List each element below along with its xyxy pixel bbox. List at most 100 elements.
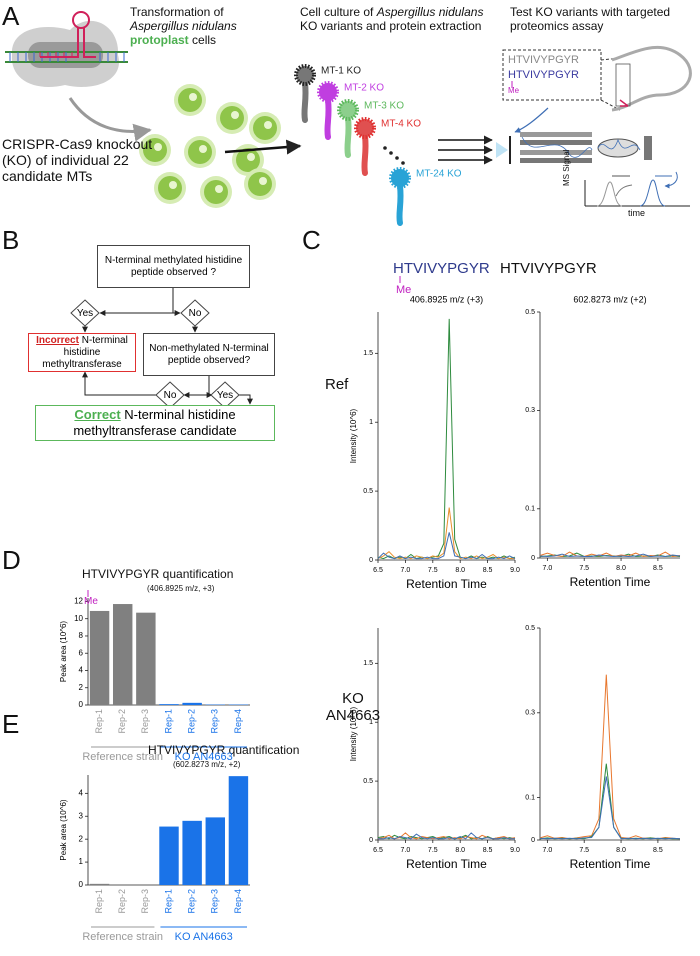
fungus-head	[389, 167, 411, 189]
methyl: Me	[396, 284, 412, 296]
x-tick-label: Rep-2	[117, 889, 127, 914]
x-tick-label: 7.0	[401, 847, 411, 854]
x-tick-label: 7.0	[543, 847, 553, 854]
y-tick-label: 0.5	[525, 309, 535, 316]
arrow	[68, 97, 152, 142]
x-tick-label: Rep-3	[140, 889, 150, 914]
flow-node: Non-methylated N-terminal peptide observ…	[143, 333, 275, 376]
x-tick-label: 6.5	[373, 567, 383, 574]
x-tick-label: Rep-1	[163, 709, 173, 734]
y-tick-label: 1	[369, 419, 373, 426]
flow-node: Correct N-terminal histidine methyltrans…	[35, 405, 275, 441]
x-tick-label: 8.0	[455, 847, 465, 854]
chart-title: HTVIVYPGYR quantification	[82, 567, 234, 581]
x-tick-label: Rep-4	[233, 889, 243, 914]
x-tick-label: 9.0	[510, 567, 520, 574]
protein	[611, 45, 692, 112]
panel-label: B	[2, 225, 20, 255]
strain-label: MT-3 KO	[364, 101, 404, 112]
fungus-head	[337, 99, 359, 121]
fungus-head	[294, 64, 316, 86]
cell-body	[158, 176, 182, 200]
arrows	[438, 135, 493, 165]
text: KO variants and protein extraction	[300, 18, 482, 33]
bar	[89, 610, 110, 705]
x-tick-label: Rep-3	[210, 889, 220, 914]
y-tick-label: 3	[79, 811, 84, 820]
fungi: MT-1 KO MT-2 KO MT-3 KO MT-4 KO MT-24 KO	[294, 64, 462, 226]
strain-label: MT-1 KO	[321, 66, 361, 77]
ms-signal-plot	[584, 171, 690, 207]
y-axis-label: Peak area (10^6)	[59, 621, 68, 682]
panel-label: E	[2, 709, 20, 739]
x-tick-label: Rep-2	[117, 709, 127, 734]
y-tick-label: 10	[74, 614, 83, 623]
x-tick-label: 6.5	[373, 847, 383, 854]
y-tick-label: 12	[74, 597, 83, 606]
group-label: KO AN4663	[174, 931, 233, 943]
x-tick-label: 7.5	[579, 847, 589, 854]
x-tick-label: Rep-3	[210, 709, 220, 734]
trace	[377, 532, 516, 560]
arrow	[224, 139, 302, 155]
bar	[182, 820, 202, 885]
methyl: Me	[84, 596, 98, 607]
x-axis-label: Retention Time	[406, 857, 487, 871]
text: N-terminal histidine methyltransferase c…	[73, 407, 237, 438]
step-text: Test KO variants with targeted proteomic…	[510, 5, 671, 33]
decision: Yes	[216, 389, 234, 401]
y-axis-label: Peak area (10^6)	[59, 799, 68, 860]
cell-body	[236, 148, 260, 172]
nucleus	[259, 177, 267, 185]
flow-lines	[82, 288, 253, 408]
axis-label: MS Signal	[562, 149, 571, 186]
bar	[159, 704, 179, 705]
strain-label: MT-4 KO	[381, 119, 421, 130]
bar	[228, 776, 249, 885]
x-tick-label: Rep-1	[94, 889, 104, 914]
x-tick-label: 8.0	[616, 565, 626, 572]
bar	[89, 883, 110, 885]
fungus-stalk	[344, 115, 352, 158]
y-tick-label: 4	[79, 666, 84, 675]
chart-title: 602.8273 m/z (+2)	[573, 294, 646, 304]
row-label: Ref	[325, 376, 349, 393]
chart-subtitle: (406.8925 m/z, +3)	[147, 584, 215, 593]
protoplast-cells	[139, 84, 281, 208]
nucleus	[264, 121, 272, 129]
fungus-stalk	[301, 80, 309, 123]
peptide-box	[502, 49, 602, 101]
nucleus	[169, 181, 177, 189]
y-tick-label: 0	[79, 880, 84, 889]
fungus-head	[317, 81, 339, 103]
y-tick-label: 4	[79, 788, 84, 797]
y-tick-label: 0.1	[525, 794, 535, 801]
bar	[205, 817, 226, 885]
step-text: Transformation of Aspergillus nidulans p…	[130, 5, 262, 47]
y-tick-label: 1	[79, 857, 84, 866]
trace	[378, 832, 515, 840]
x-tick-label: 7.5	[428, 847, 438, 854]
trace	[377, 507, 515, 560]
x-axis-label: Retention Time	[570, 857, 651, 871]
fungus-stalk	[324, 97, 332, 140]
x-tick-label: 9.0	[510, 847, 520, 854]
y-tick-label: 0	[369, 557, 373, 564]
y-tick-label: 1	[369, 719, 373, 726]
y-tick-label: 0.5	[363, 778, 373, 785]
x-tick-label: 8.5	[653, 847, 663, 854]
peptide: HTVIVYPGYR	[508, 54, 579, 66]
x-tick-label: 7.0	[401, 567, 411, 574]
group-label: Reference strain	[82, 751, 164, 763]
decision: Yes	[76, 307, 94, 319]
x-axis-label: Retention Time	[406, 577, 487, 591]
nucleus	[154, 143, 162, 151]
cell-body	[143, 138, 167, 162]
bar	[159, 826, 179, 885]
zoom-box	[615, 63, 631, 107]
group-label: KO AN4663	[174, 751, 233, 763]
text: Cell culture of	[300, 5, 374, 19]
x-tick-label: Rep-3	[140, 709, 150, 734]
y-tick-label: 0.3	[525, 407, 535, 414]
y-tick-label: 0	[369, 837, 373, 844]
